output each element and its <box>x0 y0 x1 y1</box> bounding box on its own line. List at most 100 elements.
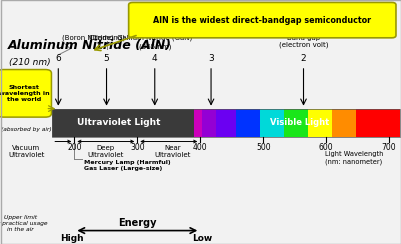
Text: Energy: Energy <box>118 218 156 228</box>
Bar <box>209 109 210 137</box>
Bar <box>383 109 384 137</box>
Bar <box>392 109 393 137</box>
Text: 2: 2 <box>300 54 306 63</box>
Bar <box>237 109 238 137</box>
Text: 500: 500 <box>255 143 270 152</box>
Bar <box>264 109 265 137</box>
Text: 600: 600 <box>318 143 333 152</box>
Bar <box>368 109 369 137</box>
Bar <box>256 109 257 137</box>
Text: (electron volt): (electron volt) <box>278 41 328 48</box>
Bar <box>252 109 253 137</box>
Text: AlN is the widest direct-bandgap semiconductor: AlN is the widest direct-bandgap semicon… <box>153 16 371 24</box>
Bar <box>309 109 310 137</box>
Bar <box>253 109 254 137</box>
Bar <box>235 109 236 137</box>
Bar <box>267 109 268 137</box>
Bar <box>206 109 207 137</box>
Bar <box>332 109 333 137</box>
Bar <box>385 109 386 137</box>
Bar <box>240 109 241 137</box>
Bar <box>219 109 220 137</box>
Text: Upper limit
for practical usage
in the air: Upper limit for practical usage in the a… <box>0 215 48 232</box>
Bar <box>369 109 370 137</box>
Bar <box>261 109 262 137</box>
Bar <box>254 109 255 137</box>
Text: Gallium Nitride (GaN): Gallium Nitride (GaN) <box>117 35 192 41</box>
Bar <box>215 109 216 137</box>
Bar <box>223 109 224 137</box>
Bar <box>272 109 273 137</box>
Bar <box>327 109 328 137</box>
Bar <box>355 109 356 137</box>
Bar <box>381 109 382 137</box>
Bar <box>398 109 399 137</box>
Bar <box>315 109 316 137</box>
Bar <box>343 109 344 137</box>
Bar <box>298 109 299 137</box>
Bar <box>243 109 244 137</box>
Bar <box>304 109 305 137</box>
Bar <box>293 109 294 137</box>
Bar <box>233 109 234 137</box>
Bar <box>314 109 315 137</box>
Bar <box>318 109 319 137</box>
Bar <box>391 109 392 137</box>
Bar <box>236 109 237 137</box>
Bar <box>303 109 304 137</box>
Bar <box>249 109 250 137</box>
Bar <box>247 109 248 137</box>
Bar <box>313 109 314 137</box>
Bar <box>344 109 345 137</box>
Bar <box>52 109 399 137</box>
Bar <box>377 109 378 137</box>
Bar <box>337 109 338 137</box>
Bar <box>228 109 229 137</box>
Bar <box>212 109 213 137</box>
Bar <box>271 109 272 137</box>
Bar <box>317 109 318 137</box>
Bar <box>382 109 383 137</box>
Bar <box>278 109 279 137</box>
Bar <box>274 109 275 137</box>
Bar <box>257 109 258 137</box>
Text: Visible Light: Visible Light <box>269 118 328 127</box>
Text: 4: 4 <box>152 54 157 63</box>
Bar <box>396 109 397 137</box>
Bar <box>229 109 230 137</box>
Bar <box>297 109 298 137</box>
Bar <box>311 109 312 137</box>
Bar <box>231 109 232 137</box>
Bar <box>296 109 297 137</box>
Bar <box>284 109 285 137</box>
Text: (Diamond): (Diamond) <box>88 35 125 41</box>
Bar <box>379 109 380 137</box>
Bar <box>361 109 362 137</box>
Bar <box>217 109 218 137</box>
Text: (Boron Nitride): (Boron Nitride) <box>62 35 114 41</box>
Text: Light Wavelength
(nm: nanometer): Light Wavelength (nm: nanometer) <box>324 151 382 165</box>
Bar <box>374 109 375 137</box>
FancyBboxPatch shape <box>128 2 395 38</box>
Bar <box>279 109 280 137</box>
Bar <box>291 109 292 137</box>
Bar <box>329 109 330 137</box>
Bar <box>333 109 334 137</box>
Bar <box>306 109 307 137</box>
Bar <box>211 109 212 137</box>
Bar <box>205 109 206 137</box>
Bar <box>239 109 240 137</box>
Text: 300: 300 <box>130 143 144 152</box>
Bar <box>210 109 211 137</box>
Bar <box>325 109 326 137</box>
Bar <box>342 109 343 137</box>
Bar <box>222 109 223 137</box>
Bar <box>287 109 288 137</box>
Bar <box>226 109 227 137</box>
Bar <box>290 109 291 137</box>
Bar <box>370 109 371 137</box>
Bar <box>265 109 266 137</box>
Bar <box>208 109 209 137</box>
Bar <box>316 109 317 137</box>
Text: (absorbed by air): (absorbed by air) <box>1 127 51 132</box>
